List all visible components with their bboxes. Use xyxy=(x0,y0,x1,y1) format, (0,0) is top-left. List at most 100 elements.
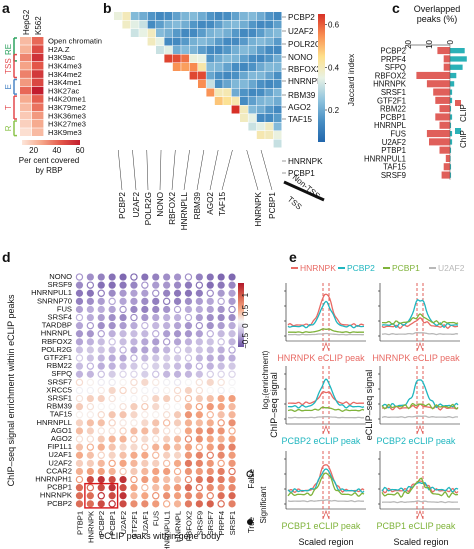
dot-significant xyxy=(217,492,225,500)
heatmap-cell xyxy=(248,46,257,54)
heatmap-cell xyxy=(20,95,32,103)
dot-not-significant xyxy=(141,386,149,395)
row-label: PCBP2 xyxy=(47,499,72,508)
row-label: HNRNPL xyxy=(41,329,72,338)
heatmap-cell xyxy=(248,54,257,63)
heatmap-cell xyxy=(265,114,274,122)
row-label: RBM22 xyxy=(47,361,72,370)
y-axis-label-left: ChIP–seq signal xyxy=(269,372,279,438)
dot-not-significant xyxy=(130,419,138,427)
dot-not-significant xyxy=(184,273,193,281)
heatmap-cell xyxy=(248,20,257,29)
heatmap-cell xyxy=(214,54,223,63)
line-pcbp1 xyxy=(288,328,364,334)
dot-not-significant xyxy=(119,378,127,387)
dot-not-significant xyxy=(75,354,84,362)
heatmap-cell xyxy=(214,88,223,97)
line-u2af2 xyxy=(381,500,458,504)
dot-significant xyxy=(163,435,171,443)
dot-not-significant xyxy=(217,386,225,395)
heatmap-cell xyxy=(256,20,265,29)
legend-swatch-clip xyxy=(455,100,461,106)
heatmap-cell xyxy=(20,120,32,128)
dot-significant xyxy=(206,484,214,492)
heatmap-cell xyxy=(20,61,32,70)
colorbar-tick: 40 xyxy=(52,146,61,155)
heatmap-cell xyxy=(256,46,265,54)
dot-significant xyxy=(228,500,236,508)
legend-swatch-chip xyxy=(455,128,461,134)
dot-not-significant xyxy=(108,427,116,435)
heatmap-cell xyxy=(32,86,44,95)
dot-significant xyxy=(97,443,105,451)
dot-significant xyxy=(108,411,116,419)
y-axis-label-right: eCLIP–seq signal xyxy=(364,370,374,441)
dot-significant xyxy=(206,354,214,362)
dot-significant xyxy=(184,346,193,354)
dot-not-significant xyxy=(130,386,138,395)
heatmap-cell xyxy=(265,37,274,46)
heatmap-cell xyxy=(198,80,206,88)
dot-significant xyxy=(130,484,138,492)
dot-significant xyxy=(184,370,193,378)
dot-significant xyxy=(152,443,160,451)
row-label: FUS xyxy=(57,304,72,313)
dot-significant xyxy=(228,394,236,403)
dot-significant xyxy=(75,500,84,508)
dot-not-significant xyxy=(141,321,149,330)
dot-significant xyxy=(228,459,236,467)
heatmap-cell xyxy=(223,63,232,71)
column-label: K562 xyxy=(34,16,43,35)
dot-significant xyxy=(206,322,214,330)
dot-not-significant xyxy=(162,427,171,435)
heatmap-cell xyxy=(147,29,156,37)
heatmap-cell xyxy=(256,54,265,63)
group-label: R xyxy=(4,125,13,131)
bar-clip xyxy=(416,71,450,79)
dot-not-significant xyxy=(206,492,214,500)
dot-significant xyxy=(75,492,84,500)
dot-significant xyxy=(97,313,105,322)
heatmap-cell xyxy=(214,97,223,105)
row-label: CCAR2 xyxy=(46,466,72,475)
heatmap-cell xyxy=(256,71,265,80)
dot-significant xyxy=(217,451,225,459)
bar-clip xyxy=(443,163,450,171)
category-label: SRSF9 xyxy=(381,171,406,180)
dot-significant xyxy=(75,281,84,289)
heatmap-cell xyxy=(181,12,190,20)
dot-significant xyxy=(108,354,116,362)
dot-not-significant xyxy=(130,475,138,484)
dot-not-significant xyxy=(184,378,193,387)
heatmap-cell xyxy=(156,37,164,46)
group-label: TSS xyxy=(4,58,13,74)
dot-not-significant xyxy=(195,386,204,395)
heatmap-cell xyxy=(147,37,156,46)
colorbar-label: by RBP xyxy=(35,166,62,175)
heatmap-cell xyxy=(240,80,248,88)
heatmap-cell xyxy=(172,46,181,54)
heatmap-cell xyxy=(20,53,32,62)
chart-title: peaks (%) xyxy=(417,14,458,24)
dot-significant xyxy=(108,289,116,297)
dot-significant xyxy=(86,354,94,362)
row-label: H3K79me2 xyxy=(48,103,86,112)
column-label: HNRNPK xyxy=(86,511,95,543)
heatmap-cell xyxy=(164,20,173,29)
bar-clip xyxy=(437,47,450,55)
dot-significant xyxy=(228,411,236,419)
label-leader xyxy=(146,149,149,191)
chart-title: Overlapped xyxy=(414,4,461,14)
dot-significant xyxy=(119,411,127,419)
row-label: RBFOX2 xyxy=(42,337,72,346)
label-leader xyxy=(221,149,233,191)
bar-clip xyxy=(429,138,450,146)
split-label-tss: TSS xyxy=(286,195,304,212)
dot-significant xyxy=(195,411,203,419)
heatmap-cell xyxy=(240,71,248,80)
subplot xyxy=(284,366,366,435)
row-label: H3K36me3 xyxy=(48,111,86,120)
dot-significant xyxy=(195,338,203,346)
heatmap-cell xyxy=(231,80,240,88)
dot-significant xyxy=(75,451,84,459)
